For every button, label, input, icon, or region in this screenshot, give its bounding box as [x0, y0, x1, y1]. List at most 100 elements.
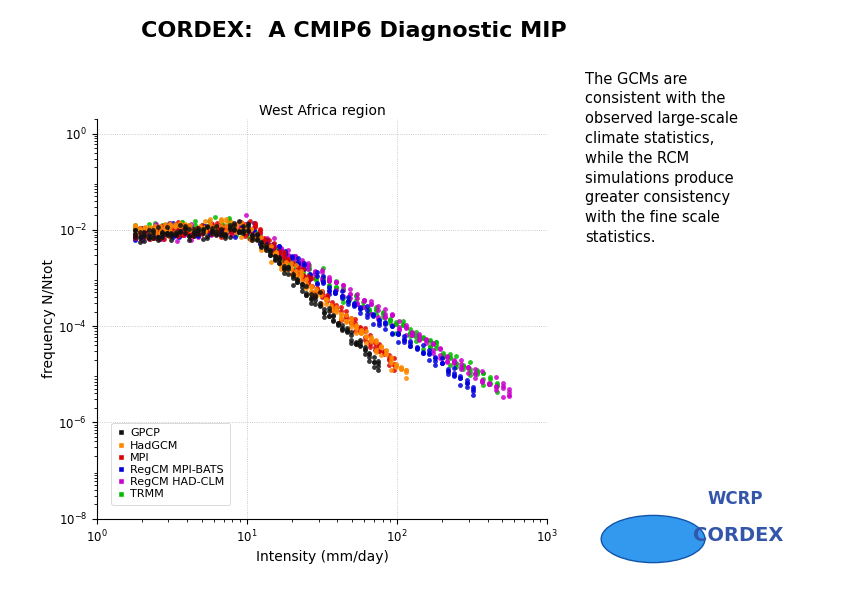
Point — [413, 336, 426, 345]
Point — [295, 260, 308, 270]
Point — [237, 228, 250, 238]
Point — [142, 234, 156, 243]
Point — [490, 381, 504, 390]
Point — [324, 300, 338, 310]
Point — [489, 372, 503, 382]
Point — [314, 298, 328, 308]
Point — [354, 328, 368, 338]
Point — [289, 260, 302, 270]
Point — [477, 369, 490, 378]
Point — [343, 295, 356, 305]
Point — [349, 327, 362, 336]
Point — [141, 225, 155, 235]
Point — [156, 234, 169, 244]
Point — [211, 227, 225, 237]
Point — [133, 225, 147, 235]
Point — [366, 310, 380, 319]
Point — [301, 260, 315, 270]
Point — [316, 274, 329, 284]
Point — [327, 316, 340, 326]
Point — [344, 339, 358, 348]
Point — [456, 364, 470, 374]
Point — [129, 230, 142, 240]
Point — [195, 228, 209, 237]
Point — [253, 231, 267, 241]
Point — [390, 319, 403, 329]
Point — [483, 378, 497, 388]
Point — [302, 269, 316, 279]
Point — [354, 303, 367, 312]
Point — [281, 250, 295, 260]
Point — [246, 230, 259, 240]
Point — [243, 216, 257, 226]
Point — [490, 380, 504, 390]
Point — [228, 232, 242, 241]
Point — [253, 225, 266, 234]
Point — [403, 338, 417, 347]
Point — [313, 301, 327, 311]
Point — [296, 274, 310, 284]
Point — [334, 310, 348, 319]
Point — [435, 358, 449, 368]
Point — [316, 277, 329, 287]
Point — [142, 225, 156, 235]
Point — [324, 303, 338, 313]
Point — [390, 361, 403, 370]
Point — [170, 231, 184, 240]
Point — [229, 231, 242, 240]
Point — [175, 218, 189, 227]
Point — [490, 387, 504, 397]
Point — [216, 225, 229, 234]
Point — [309, 266, 322, 276]
Point — [269, 245, 282, 254]
Point — [335, 291, 349, 301]
Point — [133, 224, 147, 234]
Point — [304, 287, 317, 296]
Point — [220, 221, 233, 231]
Point — [370, 335, 383, 344]
Point — [156, 229, 169, 239]
Point — [210, 228, 223, 238]
Point — [129, 229, 142, 238]
Point — [392, 324, 405, 334]
Point — [366, 312, 380, 321]
Point — [348, 300, 361, 310]
Point — [454, 362, 467, 371]
Point — [224, 221, 237, 231]
Point — [322, 275, 336, 285]
Point — [170, 229, 184, 239]
Point — [322, 312, 336, 321]
Point — [286, 269, 300, 279]
Point — [170, 237, 184, 246]
Point — [316, 274, 329, 283]
Point — [372, 318, 386, 328]
Point — [195, 225, 209, 234]
Point — [385, 352, 398, 362]
Point — [316, 278, 329, 288]
Point — [147, 222, 161, 232]
Point — [223, 222, 237, 232]
Point — [223, 232, 237, 242]
Point — [490, 378, 504, 387]
Point — [392, 316, 405, 326]
Point — [184, 219, 197, 229]
Point — [222, 225, 236, 234]
Point — [210, 218, 223, 227]
Point — [406, 331, 419, 340]
Point — [336, 325, 349, 335]
Point — [279, 257, 292, 266]
Point — [242, 229, 256, 238]
Point — [274, 260, 287, 269]
Point — [475, 367, 488, 376]
Point — [239, 225, 253, 234]
Point — [200, 234, 214, 243]
Point — [316, 265, 329, 275]
Point — [177, 222, 190, 232]
Point — [156, 222, 169, 231]
Point — [363, 305, 376, 314]
Point — [322, 283, 336, 292]
Point — [285, 253, 298, 262]
Point — [454, 374, 467, 383]
Point — [260, 237, 274, 246]
Point — [327, 310, 340, 319]
